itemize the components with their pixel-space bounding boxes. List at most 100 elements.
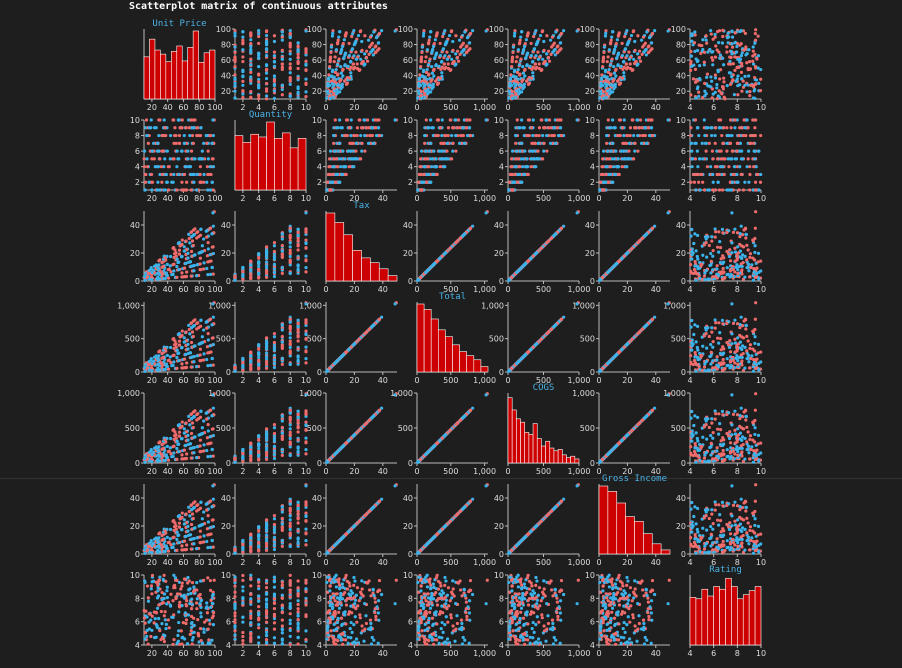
scatter-point <box>169 270 173 274</box>
scatter-point <box>156 180 160 184</box>
scatter-point <box>304 265 308 270</box>
scatter-point <box>720 188 725 192</box>
scatter-point <box>525 63 529 67</box>
scatter-point <box>417 84 421 88</box>
scatter-point <box>702 50 707 54</box>
scatter-point <box>467 41 472 45</box>
x-tick-label: 6 <box>711 285 716 294</box>
histogram-bar <box>143 56 150 100</box>
y-tick-label: 80 <box>312 41 322 50</box>
scatter-point <box>639 38 644 42</box>
histogram-bar <box>352 250 362 282</box>
scatter-point <box>745 61 749 65</box>
scatter-point <box>257 77 261 82</box>
scatter-point <box>380 29 384 33</box>
scatter-point <box>149 265 153 270</box>
scatter-point <box>696 126 700 130</box>
scatter-point <box>353 133 357 138</box>
scatter-point <box>352 54 356 58</box>
scatter-point <box>280 249 284 253</box>
scatter-point <box>617 32 621 36</box>
scatter-point <box>748 188 752 192</box>
scatter-point <box>730 45 735 49</box>
scatter-point <box>709 75 713 79</box>
scatter-point <box>604 31 608 35</box>
scatter-point <box>758 180 763 184</box>
scatter-point <box>205 180 209 184</box>
scatter-point <box>753 31 757 36</box>
y-tick-label: 60 <box>494 56 504 65</box>
y-tick-label: 40 <box>403 221 413 230</box>
scatter-point <box>622 141 626 145</box>
scatter-point <box>524 38 528 42</box>
scatter-point <box>704 141 708 145</box>
scatter-point <box>339 64 343 69</box>
scatter-point <box>703 81 707 86</box>
scatter-point <box>171 272 175 277</box>
scatter-point <box>464 45 468 49</box>
scatter-point <box>507 96 511 100</box>
scatter-point <box>257 85 261 89</box>
scatter-point <box>611 118 615 122</box>
x-tick-label: 20 <box>147 194 157 203</box>
scatter-point <box>601 275 605 279</box>
scatter-point <box>620 157 624 161</box>
scatter-point <box>523 262 527 266</box>
scatter-point <box>448 118 452 122</box>
x-tick-label: 8 <box>288 103 293 112</box>
scatter-point <box>705 75 709 79</box>
scatter-point <box>168 133 173 138</box>
scatter-point <box>249 268 253 272</box>
scatter-point <box>264 87 269 91</box>
scatter-point <box>446 62 450 66</box>
y-tick-label: 0 <box>590 277 595 286</box>
scatter-point <box>160 133 164 138</box>
histogram-bar <box>289 147 299 191</box>
scatter-point <box>419 188 423 192</box>
scatter-point <box>182 245 186 249</box>
scatter-point <box>145 157 149 161</box>
y-tick-label: 6 <box>135 147 140 156</box>
x-tick-label: 8 <box>735 194 740 203</box>
scatter-point <box>697 94 701 98</box>
scatter-point <box>210 157 214 161</box>
scatter-point <box>327 172 331 177</box>
scatter-point <box>426 42 431 46</box>
scatter-point <box>604 172 608 177</box>
scatter-point <box>753 126 757 130</box>
scatter-point <box>210 265 214 270</box>
scatter-point <box>740 64 744 68</box>
scatter-point <box>697 90 701 94</box>
scatter-point <box>603 34 608 38</box>
scatter-point <box>556 36 561 40</box>
scatter-point <box>606 70 611 75</box>
scatter-point <box>198 172 202 177</box>
scatter-point <box>746 248 750 252</box>
scatter-point <box>331 29 335 33</box>
scatter-point <box>702 118 706 122</box>
scatter-point <box>264 76 269 81</box>
scatter-point <box>715 82 719 87</box>
scatter-point <box>333 89 337 93</box>
scatter-point <box>438 54 442 58</box>
scatter-point <box>241 277 245 281</box>
scatter-point <box>649 48 653 52</box>
x-tick-label: 10 <box>301 103 311 112</box>
scatter-point <box>343 133 347 138</box>
scatter-point <box>157 149 161 153</box>
scatter-point <box>352 28 356 33</box>
scatter-point <box>625 28 629 33</box>
scatter-point <box>288 31 292 36</box>
scatter-point <box>717 250 721 254</box>
scatter-point <box>457 38 462 42</box>
x-tick-label: 20 <box>147 285 157 294</box>
scatter-point <box>182 141 186 145</box>
scatter-point <box>714 230 718 234</box>
scatter-point <box>549 126 553 130</box>
scatter-point <box>353 65 357 70</box>
scatter-point <box>288 245 292 249</box>
scatter-point <box>241 59 245 64</box>
scatter-point <box>696 85 700 89</box>
scatter-point <box>150 149 154 153</box>
scatter-point <box>715 86 719 90</box>
